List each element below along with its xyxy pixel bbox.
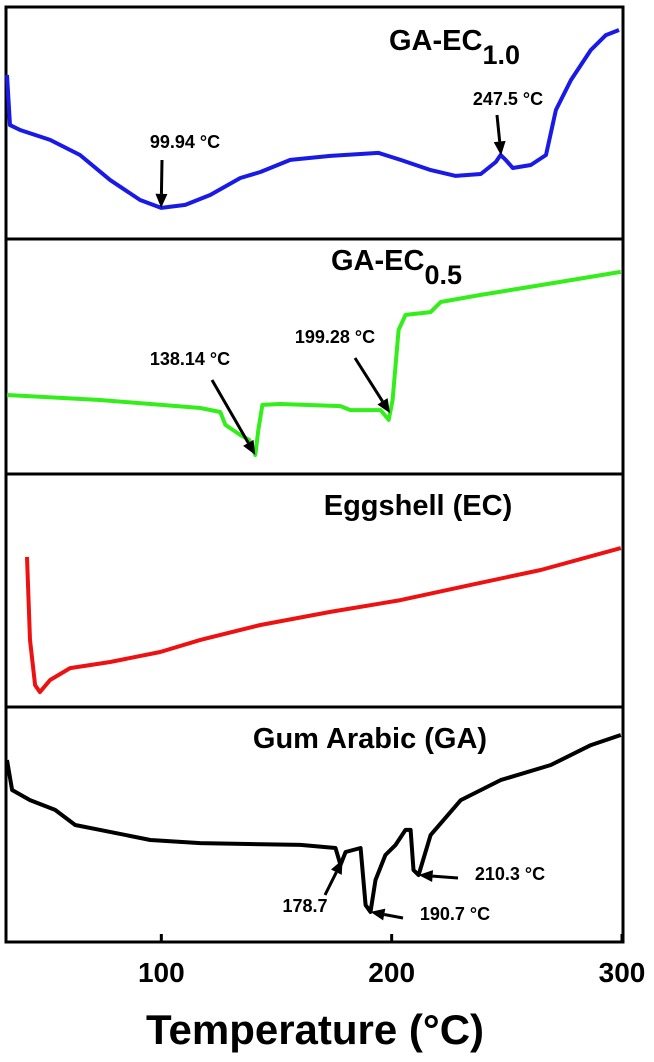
annotation-arrow [353,357,384,403]
panel-title: GA-EC1.0 [389,25,520,70]
x-tick-label: 100 [138,957,185,988]
annotation-arrow [323,871,338,896]
panel-title-subscript: 0.5 [424,260,462,290]
annotation-arrowhead [418,870,434,883]
x-tick-label: 200 [368,957,415,988]
annotation-label: 178.7 [282,896,327,916]
curve [25,546,622,695]
curve [6,269,622,457]
curve [5,733,622,914]
annotation-label: 190.7 °C [420,904,490,924]
annotation-arrow [495,114,502,142]
panel-title-text: GA-EC [331,245,425,277]
curve [5,28,620,210]
annotation-arrow [383,913,404,920]
panel-title: Eggshell (EC) [324,490,513,522]
panel-frame [4,705,625,944]
annotation-arrowhead [155,193,168,208]
annotation-arrowhead [243,439,256,455]
annotation-arrow [210,379,250,444]
panel-title-text: Gum Arabic (GA) [253,723,487,755]
panel-title-subscript: 1.0 [482,40,520,70]
annotation-arrowhead [377,398,391,414]
panel-title-text: GA-EC [389,25,483,57]
annotation-arrow [432,874,459,880]
panel-frame [4,237,625,476]
panel-frame [4,5,625,241]
x-axis-label: Temperature (°C) [146,1006,484,1053]
annotation-arrowhead [493,140,506,156]
x-tick-label: 300 [599,957,646,988]
annotation-label: 210.3 °C [475,864,545,884]
annotation-arrowhead [330,859,343,875]
annotation-arrow [159,159,164,194]
panel-title: Gum Arabic (GA) [253,723,487,755]
annotation-label: 99.94 °C [150,132,220,152]
annotation-label: 138.14 °C [150,349,230,369]
panel-title-text: Eggshell (EC) [324,490,513,522]
panel-frame [4,472,625,709]
panel-title: GA-EC0.5 [331,245,462,290]
annotation-arrowhead [370,908,386,921]
annotation-label: 199.28 °C [295,327,375,347]
annotation-label: 247.5 °C [473,89,543,109]
